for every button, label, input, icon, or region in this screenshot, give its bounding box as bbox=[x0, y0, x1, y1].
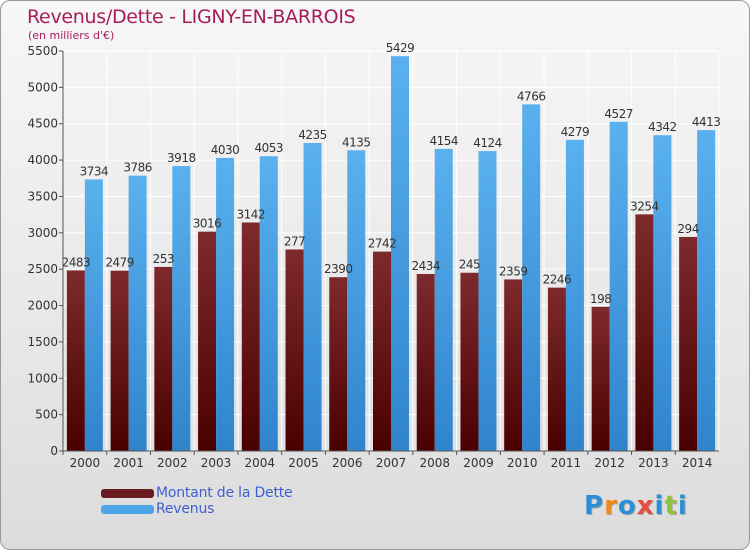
y-tick-label: 1000 bbox=[27, 371, 58, 385]
x-tick-label: 2004 bbox=[245, 456, 276, 470]
data-label-revenus: 4279 bbox=[561, 125, 590, 139]
bar-dette bbox=[66, 270, 85, 451]
x-tick-label: 2010 bbox=[507, 456, 538, 470]
legend-swatch-revenus bbox=[101, 505, 154, 514]
x-tick-label: 2000 bbox=[70, 456, 101, 470]
data-label-dette: 2483 bbox=[62, 255, 91, 269]
legend-label-revenus: Revenus bbox=[156, 501, 215, 517]
x-tick-label: 2012 bbox=[594, 456, 625, 470]
bar-revenus bbox=[697, 130, 716, 451]
y-tick-label: 2500 bbox=[27, 262, 58, 276]
x-tick-label: 2009 bbox=[463, 456, 494, 470]
bar-revenus bbox=[84, 179, 103, 451]
chart-subtitle: (en milliers d'€) bbox=[28, 29, 115, 42]
data-label-revenus: 4766 bbox=[517, 89, 546, 103]
bar-dette bbox=[373, 251, 391, 451]
data-label-revenus: 3786 bbox=[123, 161, 152, 175]
bar-dette bbox=[110, 270, 129, 451]
bar-revenus bbox=[259, 156, 278, 451]
data-label-dette: 245 bbox=[459, 258, 480, 272]
y-tick-label: 2000 bbox=[27, 299, 58, 313]
bar-dette bbox=[285, 249, 304, 451]
data-label-dette: 294 bbox=[677, 222, 698, 236]
bar-dette bbox=[241, 222, 260, 451]
bar-dette bbox=[591, 306, 610, 451]
bar-revenus bbox=[128, 175, 147, 451]
x-tick-label: 2006 bbox=[332, 456, 363, 470]
data-label-revenus: 4124 bbox=[473, 136, 502, 150]
axes: 0 500 1000 1500 2000 2500 3000 3500 4000 4500 5000… bbox=[27, 44, 719, 470]
data-label-dette: 3016 bbox=[193, 217, 222, 231]
y-tick-label: 4500 bbox=[27, 117, 58, 131]
data-label-revenus: 5429 bbox=[386, 41, 415, 55]
y-tick-label: 4000 bbox=[27, 153, 58, 167]
x-tick-label: 2001 bbox=[113, 456, 144, 470]
x-tick-label: 2005 bbox=[288, 456, 319, 470]
data-label-revenus: 4154 bbox=[429, 134, 458, 148]
y-tick-label: 5000 bbox=[27, 80, 58, 94]
bar-revenus bbox=[522, 104, 541, 451]
bar-revenus bbox=[172, 166, 191, 451]
data-label-revenus: 4030 bbox=[211, 143, 240, 157]
bar-revenus bbox=[609, 121, 628, 451]
x-tick-label: 2002 bbox=[157, 456, 188, 470]
y-tick-label: 0 bbox=[50, 444, 58, 458]
bar-dette bbox=[198, 231, 217, 451]
data-label-dette: 253 bbox=[153, 252, 174, 266]
x-tick-label: 2008 bbox=[419, 456, 450, 470]
bar-revenus bbox=[216, 157, 235, 451]
data-label-dette: 198 bbox=[590, 292, 611, 306]
data-label-revenus: 4413 bbox=[692, 115, 721, 129]
x-tick-label: 2007 bbox=[376, 456, 407, 470]
data-label-dette: 2742 bbox=[368, 237, 397, 251]
bar-dette bbox=[635, 214, 654, 451]
y-tick-label: 3000 bbox=[27, 226, 58, 240]
data-label-dette: 2246 bbox=[543, 273, 572, 287]
y-tick-label: 1500 bbox=[27, 335, 58, 349]
bar-dette bbox=[154, 266, 173, 451]
y-tick-label: 3500 bbox=[27, 189, 58, 203]
data-label-revenus: 4235 bbox=[298, 128, 327, 142]
bar-dette bbox=[329, 277, 348, 451]
bar-revenus bbox=[478, 151, 497, 451]
data-label-dette: 2359 bbox=[499, 264, 528, 278]
bar-revenus bbox=[653, 135, 672, 451]
data-labels: 2483 3734 2479 3786 253 3918 3016 4030 3142 4053 2… bbox=[62, 41, 721, 306]
chart-title: Revenus/Dette - LIGNY-EN-BARROIS bbox=[27, 6, 356, 28]
bar-revenus bbox=[434, 148, 453, 451]
data-label-dette: 2479 bbox=[105, 256, 134, 270]
y-tick-label: 5500 bbox=[27, 44, 58, 58]
bar-revenus bbox=[391, 56, 409, 451]
data-label-dette: 277 bbox=[284, 234, 305, 248]
proxiti-logo: Proxiti bbox=[584, 491, 688, 521]
data-label-dette: 3142 bbox=[237, 207, 266, 221]
data-label-revenus: 3734 bbox=[80, 164, 109, 178]
legend-label-dette: Montant de la Dette bbox=[156, 485, 293, 501]
bar-revenus bbox=[347, 150, 366, 452]
x-tick-label: 2003 bbox=[201, 456, 232, 470]
bar-revenus bbox=[303, 143, 322, 451]
data-label-dette: 2390 bbox=[324, 262, 353, 276]
bar-dette bbox=[460, 272, 479, 451]
bar-dette bbox=[679, 236, 698, 451]
data-label-dette: 3254 bbox=[630, 199, 659, 213]
y-tick-label: 500 bbox=[35, 408, 58, 422]
bar-dette bbox=[416, 273, 435, 451]
data-label-dette: 2434 bbox=[411, 259, 440, 273]
data-label-revenus: 3918 bbox=[167, 151, 196, 165]
bar-revenus bbox=[565, 139, 584, 452]
x-tick-label: 2014 bbox=[682, 456, 713, 470]
legend-swatch-dette bbox=[101, 489, 154, 498]
bar-dette bbox=[504, 279, 523, 451]
data-label-revenus: 4342 bbox=[648, 120, 677, 134]
x-tick-label: 2013 bbox=[638, 456, 669, 470]
bar-dette bbox=[547, 287, 566, 451]
data-label-revenus: 4527 bbox=[604, 107, 633, 121]
bar-chart: 2483 3734 2479 3786 253 3918 3016 4030 3142 4053 2… bbox=[27, 41, 721, 470]
x-tick-label: 2011 bbox=[551, 456, 582, 470]
data-label-revenus: 4135 bbox=[342, 135, 371, 149]
bars bbox=[66, 56, 716, 452]
data-label-revenus: 4053 bbox=[255, 141, 284, 155]
